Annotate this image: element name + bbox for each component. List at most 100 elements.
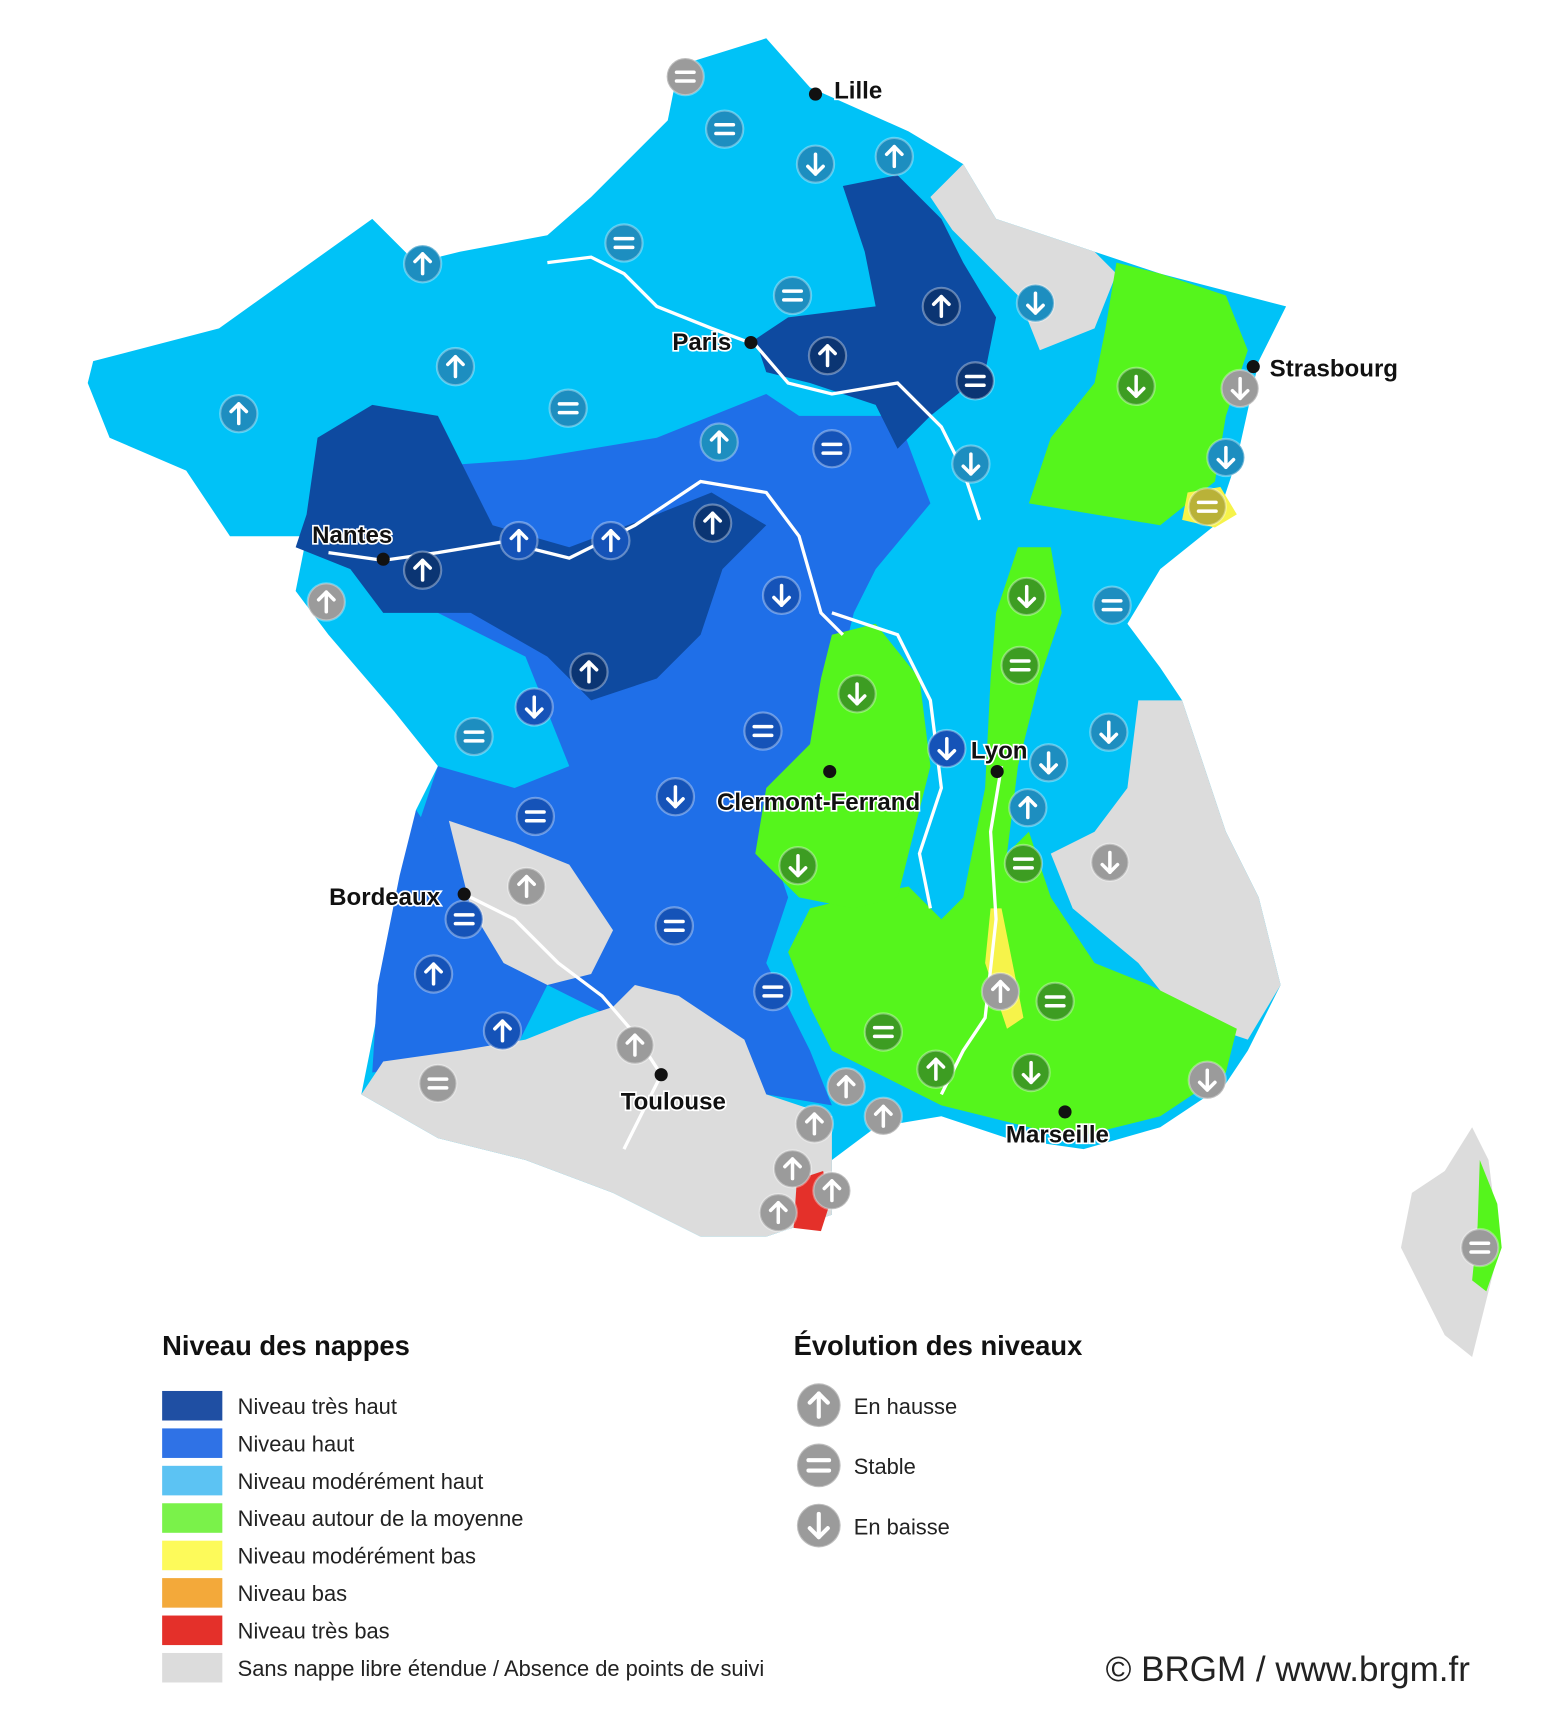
- zone-tres-haut: [755, 175, 997, 449]
- city-label: Lille: [834, 77, 882, 104]
- city-dot: [457, 887, 471, 901]
- trend-icon: [1187, 487, 1227, 527]
- trend-icon: [951, 444, 991, 484]
- legend-swatch: [162, 1652, 223, 1683]
- legend-label: En hausse: [854, 1394, 957, 1419]
- zone-gris: [1050, 700, 1281, 1040]
- icon-head: [601, 529, 621, 541]
- zone-moyenne: [755, 623, 931, 909]
- icon-head: [807, 1526, 830, 1540]
- zone-moyenne: [788, 547, 1237, 1139]
- icon-head: [524, 707, 544, 719]
- trend-icon: [826, 1067, 866, 1107]
- legend-label: Stable: [854, 1454, 916, 1479]
- city-label: Toulouse: [621, 1089, 726, 1116]
- icon-ring: [654, 906, 695, 946]
- icon-ring: [665, 56, 705, 97]
- trend-icon: [753, 971, 793, 1012]
- icon-ring: [548, 388, 588, 428]
- trend-icon: [927, 728, 967, 769]
- trend-icon: [795, 1502, 842, 1549]
- trend-icon: [807, 335, 848, 376]
- legend-label: Niveau très haut: [238, 1394, 397, 1419]
- icon-ring: [955, 361, 995, 401]
- legend-label: Niveau bas: [238, 1581, 348, 1606]
- trend-icon: [916, 1049, 956, 1089]
- trend-icon: [980, 971, 1021, 1012]
- trend-icon: [482, 1011, 523, 1051]
- city-label: Lyon: [971, 737, 1028, 764]
- legend-swatch: [162, 1540, 223, 1571]
- corse: [1400, 1127, 1500, 1358]
- icon-head: [1126, 386, 1146, 398]
- icon-ring: [753, 971, 793, 1012]
- icon-ring: [863, 1012, 904, 1052]
- icon-head: [579, 660, 599, 672]
- icon-head: [768, 1200, 788, 1213]
- icon-head: [709, 430, 729, 442]
- river: [547, 255, 982, 521]
- trend-icon: [515, 796, 556, 837]
- city-dot: [1058, 1105, 1072, 1119]
- legend-label: Niveau modérément haut: [238, 1469, 484, 1494]
- icon-head: [807, 1391, 830, 1405]
- trend-icon: [1116, 366, 1156, 407]
- icon-ring: [1092, 585, 1132, 625]
- trend-icon: [837, 674, 877, 714]
- cities: Lille Paris Strasbourg Nantes Clermont-Ferra…: [310, 76, 1399, 1150]
- trend-icon: [772, 275, 813, 316]
- legend-label: Sans nappe libre étendue / Absence de po…: [238, 1656, 765, 1681]
- icon-ring: [1460, 1227, 1500, 1268]
- icon-head: [847, 694, 867, 706]
- icon-ring: [454, 716, 494, 757]
- trend-icon: [795, 1442, 842, 1489]
- trend-icon: [874, 136, 914, 177]
- trend-icon: [1460, 1227, 1500, 1268]
- zone-gris: [361, 984, 832, 1237]
- icon-head: [788, 866, 808, 878]
- trend-icon: [615, 1025, 655, 1065]
- icon-ring: [1187, 487, 1227, 527]
- trend-icon: [506, 866, 547, 907]
- icon-head: [413, 252, 433, 264]
- trend-icon: [499, 520, 539, 561]
- legend-swatch: [162, 1615, 223, 1646]
- icon-head: [316, 590, 336, 602]
- city-dot: [654, 1068, 668, 1082]
- trend-icon: [795, 1382, 842, 1429]
- land: [87, 38, 1502, 1358]
- icon-head: [926, 1057, 946, 1069]
- legend-label: Niveau modérément bas: [238, 1544, 476, 1569]
- icon-head: [1100, 862, 1120, 874]
- trend-icon: [655, 777, 696, 817]
- icon-head: [1039, 763, 1059, 775]
- trend-icon: [1028, 743, 1069, 783]
- legend-label: En baisse: [854, 1514, 950, 1539]
- city-label: Paris: [672, 329, 731, 356]
- icon-head: [991, 979, 1010, 992]
- icon-head: [1099, 732, 1119, 744]
- icon-head: [1017, 596, 1037, 609]
- icon-ring: [418, 1063, 458, 1104]
- trend-icon: [306, 582, 347, 622]
- trend-icon: [402, 244, 443, 284]
- icon-ring: [812, 429, 852, 469]
- city-dot: [744, 335, 758, 350]
- zone-gris: [930, 164, 1117, 351]
- city-dot: [990, 764, 1004, 779]
- trend-icon: [955, 361, 995, 401]
- legend-swatch: [162, 1578, 223, 1608]
- legend-swatch: [162, 1390, 223, 1421]
- city-label: Marseille: [1006, 1122, 1109, 1149]
- trend-icon: [761, 575, 802, 616]
- trend-icon: [812, 429, 852, 469]
- icon-head: [1197, 1080, 1217, 1092]
- legend-label: Niveau autour de la moyenne: [238, 1506, 524, 1531]
- trend-icon: [1035, 981, 1075, 1022]
- trend-icon: [863, 1012, 904, 1052]
- trend-icon: [1000, 645, 1040, 686]
- icon-head: [446, 355, 465, 367]
- trend-icon: [418, 1063, 458, 1104]
- icon-head: [229, 402, 249, 414]
